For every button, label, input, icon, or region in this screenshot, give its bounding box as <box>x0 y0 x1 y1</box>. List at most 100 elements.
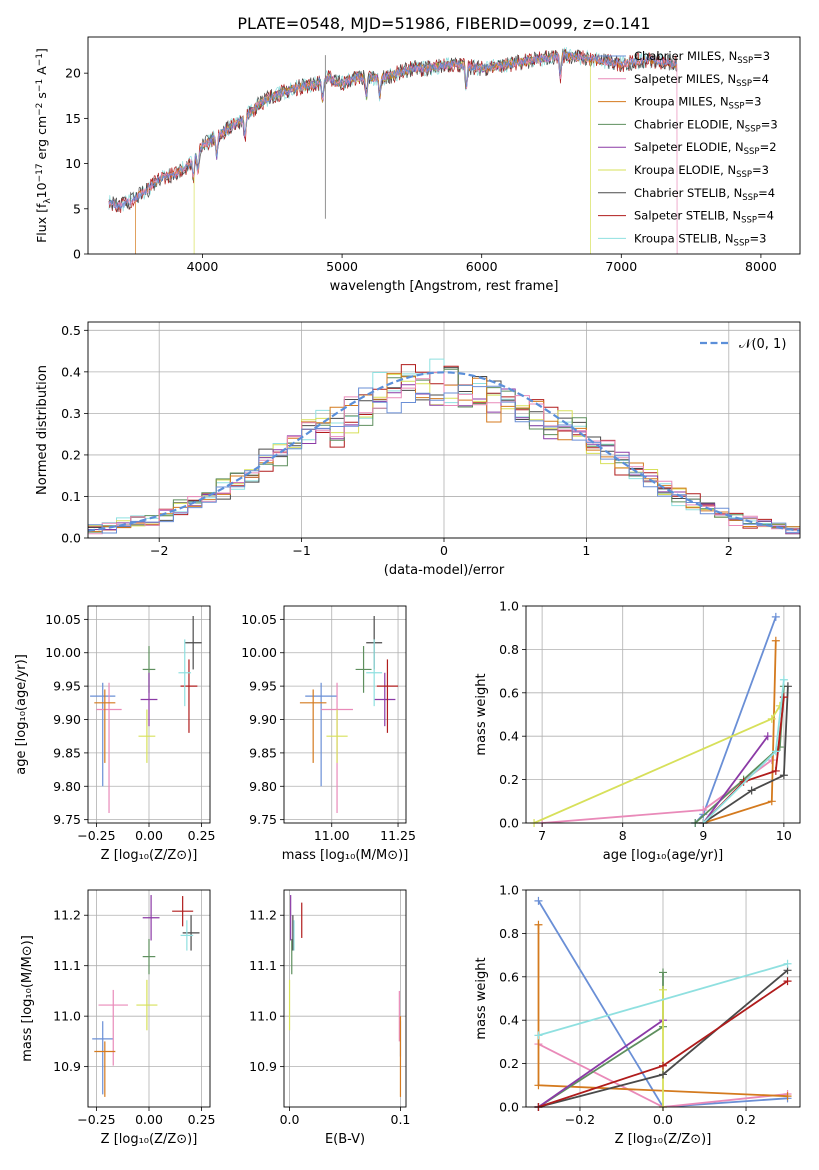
y-axis-label-part: s <box>34 92 49 103</box>
y-tick-label: 0.8 <box>499 926 519 941</box>
legend-label: Salpeter STELIB, NSSP=4 <box>634 209 774 226</box>
y-tick-label: 10.9 <box>249 1059 277 1074</box>
residual-histogram-chart: −2 −1 0 1 2 0.0 0.1 0.2 0.3 0.4 0.5 (data-model)/er… <box>35 321 801 578</box>
y-tick-label: 11.1 <box>249 958 277 973</box>
legend-label-text: Chabrier ELODIE, N <box>634 117 745 131</box>
mass-weight-marker <box>783 682 792 691</box>
x-axis-label: age [log₁₀(age/yr)] <box>603 848 724 863</box>
mass-weight-marker <box>699 805 708 814</box>
y-tick-label: 10 <box>65 156 81 171</box>
y-tick-label: 0.8 <box>499 642 519 657</box>
y-tick-label: 1.0 <box>499 599 519 614</box>
y-tick-label: 0.2 <box>499 772 519 787</box>
x-tick-label: 9 <box>699 828 707 843</box>
y-tick-label: 15 <box>65 111 81 126</box>
y-tick-label: 11.1 <box>53 958 81 973</box>
legend-label: Chabrier MILES, NSSP=3 <box>634 49 770 66</box>
x-tick-label: 0.00 <box>135 1112 163 1127</box>
x-tick-label: −1 <box>292 543 310 558</box>
x-axis-label: (data-model)/error <box>384 563 505 578</box>
y-tick-label: 0.0 <box>499 816 519 831</box>
legend-label-value: =3 <box>749 231 766 245</box>
y-tick-label: 0.6 <box>499 969 519 984</box>
x-tick-label: 0.00 <box>135 828 163 843</box>
y-tick-label: 9.95 <box>53 679 81 694</box>
spectrum-model-line <box>193 51 591 254</box>
legend-label-sub: SSP <box>741 216 757 226</box>
y-axis-label-part: A <box>34 66 49 79</box>
y-tick-label: 0.1 <box>61 489 81 504</box>
x-tick-label: 0.1 <box>391 1112 411 1127</box>
y-axis-label-part: −17 <box>35 163 45 182</box>
x-tick-label: 10 <box>776 828 792 843</box>
y-tick-label: 9.80 <box>249 779 277 794</box>
mass-weight-marker <box>771 747 780 756</box>
y-axis-label-part: −1 <box>35 79 45 92</box>
figure-title: PLATE=0548, MJD=51986, FIBERID=0099, z=0… <box>237 14 650 33</box>
legend-label-text: Kroupa MILES, N <box>634 95 729 109</box>
y-tick-label: 0.4 <box>61 364 81 379</box>
spectrum-chart: 4000 5000 6000 7000 8000 0 5 10 15 20 wavelength [… <box>34 36 801 294</box>
y-axis-label-part: Flux [f <box>34 203 49 243</box>
spectrum-model-line <box>135 51 677 254</box>
mass-weight-line <box>703 640 777 823</box>
mass-weight-marker <box>783 959 792 968</box>
y-axis-label-part: −1 <box>35 53 45 66</box>
y-tick-label: 10.9 <box>53 1059 81 1074</box>
y-tick-label: 0.4 <box>499 729 519 744</box>
x-tick-label: 2 <box>725 543 733 558</box>
legend-label: Chabrier STELIB, NSSP=4 <box>634 186 775 203</box>
y-tick-label: 9.80 <box>53 779 81 794</box>
spectrum-model-line <box>108 50 678 210</box>
legend-label-text: Chabrier STELIB, N <box>634 186 742 200</box>
legend-label: Kroupa ELODIE, NSSP=3 <box>634 163 769 180</box>
legend-label: Chabrier ELODIE, NSSP=3 <box>634 117 778 134</box>
x-axis-label: wavelength [Angstrom, rest frame] <box>330 279 559 294</box>
y-axis-label: Flux [fλ10−17 erg cm−2 s−1 A−1] <box>34 48 53 243</box>
mass-weight-marker <box>783 1092 792 1101</box>
y-tick-label: 9.90 <box>53 712 81 727</box>
mass-weight-line <box>537 1019 664 1107</box>
legend-label: Salpeter ELODIE, NSSP=2 <box>634 140 777 157</box>
legend-label-sub: SSP <box>745 124 761 134</box>
mass-weight-line <box>538 1043 788 1107</box>
x-tick-label: 0.0 <box>653 1112 673 1127</box>
y-axis-label-part: −2 <box>35 103 45 116</box>
y-axis-label-part: λ <box>43 198 53 204</box>
y-tick-label: 9.85 <box>53 745 81 760</box>
legend-label-value: =4 <box>757 209 774 223</box>
y-tick-label: 0.0 <box>61 531 81 546</box>
mass-weight-line <box>702 686 789 823</box>
x-tick-label: 0.0 <box>280 1112 300 1127</box>
legend-label-value: =3 <box>761 117 778 131</box>
x-axis-label: Z [log₁₀(Z/Z⊙)] <box>615 1132 712 1147</box>
mass-weight-marker <box>767 714 776 723</box>
age-vs-mass-chart: 11.00 11.25 9.75 9.80 9.85 9.90 9.95 10.00 10.05… <box>241 605 416 863</box>
mass-weight-vs-metallicity-chart: −0.2 0.0 0.2 0.0 0.2 0.4 0.6 0.8 1.0 Z [log₁₀(Z/Z… <box>474 883 801 1147</box>
legend-label-sub: SSP <box>736 170 752 180</box>
axes-frame <box>283 605 407 824</box>
y-tick-label: 0.5 <box>61 323 81 338</box>
legend-label-value: =3 <box>752 163 769 177</box>
mass-weight-marker <box>659 1070 667 1079</box>
x-axis-label: E(B-V) <box>325 1132 365 1147</box>
y-tick-label: 9.75 <box>249 812 277 827</box>
mass-weight-marker <box>771 766 780 775</box>
legend-label-text: Salpeter ELODIE, N <box>634 140 744 154</box>
mass-weight-marker <box>779 771 788 780</box>
y-axis-label-part: 10 <box>34 182 49 198</box>
x-axis-label: mass [log₁₀(M/M⊙)] <box>282 848 409 863</box>
x-tick-label: 0.25 <box>188 1112 216 1127</box>
mass-weight-marker <box>771 612 780 621</box>
x-tick-label: 11.00 <box>314 828 350 843</box>
legend-label-text: Salpeter STELIB, N <box>634 209 741 223</box>
legend-label-sub: SSP <box>729 102 745 112</box>
y-axis-label: Normed distribution <box>35 365 50 495</box>
legend-label: Salpeter MILES, NSSP=4 <box>634 72 769 89</box>
legend-label-sub: SSP <box>744 147 760 157</box>
x-tick-label: −0.2 <box>565 1112 595 1127</box>
legend-label-sub: SSP <box>737 56 753 66</box>
y-tick-label: 10.00 <box>241 645 277 660</box>
x-tick-label: 8000 <box>745 259 777 274</box>
